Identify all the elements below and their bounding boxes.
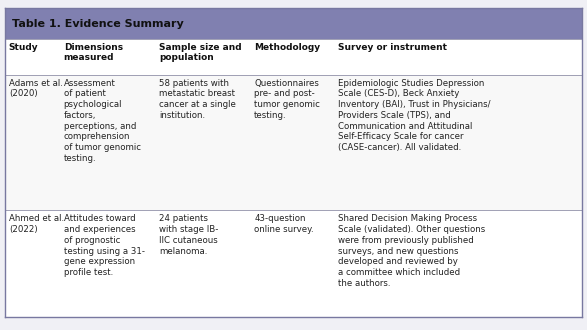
Text: Study: Study <box>9 43 38 52</box>
Text: Methodology: Methodology <box>254 43 321 52</box>
Text: Questionnaires
pre- and post-
tumor genomic
testing.: Questionnaires pre- and post- tumor geno… <box>254 79 320 120</box>
Text: 58 patients with
metastatic breast
cancer at a single
institution.: 58 patients with metastatic breast cance… <box>159 79 236 120</box>
Text: Epidemiologic Studies Depression
Scale (CES-D), Beck Anxiety
Inventory (BAI), Tr: Epidemiologic Studies Depression Scale (… <box>338 79 491 152</box>
Bar <box>5 39 582 75</box>
Text: Shared Decision Making Process
Scale (validated). Other questions
were from prev: Shared Decision Making Process Scale (va… <box>338 214 485 288</box>
Text: 43-question
online survey.: 43-question online survey. <box>254 214 314 234</box>
Text: Assessment
of patient
psychological
factors,
perceptions, and
comprehension
of t: Assessment of patient psychological fact… <box>63 79 141 163</box>
Bar <box>5 75 582 210</box>
Bar <box>5 210 582 317</box>
Text: Table 1. Evidence Summary: Table 1. Evidence Summary <box>12 19 184 29</box>
Text: Adams et al.
(2020): Adams et al. (2020) <box>9 79 63 98</box>
Text: Attitudes toward
and experiences
of prognostic
testing using a 31-
gene expressi: Attitudes toward and experiences of prog… <box>63 214 144 277</box>
Text: Sample size and
population: Sample size and population <box>159 43 242 62</box>
Text: Ahmed et al.
(2022): Ahmed et al. (2022) <box>9 214 64 234</box>
Text: 24 patients
with stage IB-
IIC cutaneous
melanoma.: 24 patients with stage IB- IIC cutaneous… <box>159 214 218 255</box>
Bar <box>5 8 582 39</box>
Text: Dimensions
measured: Dimensions measured <box>63 43 123 62</box>
Text: Survey or instrument: Survey or instrument <box>338 43 447 52</box>
